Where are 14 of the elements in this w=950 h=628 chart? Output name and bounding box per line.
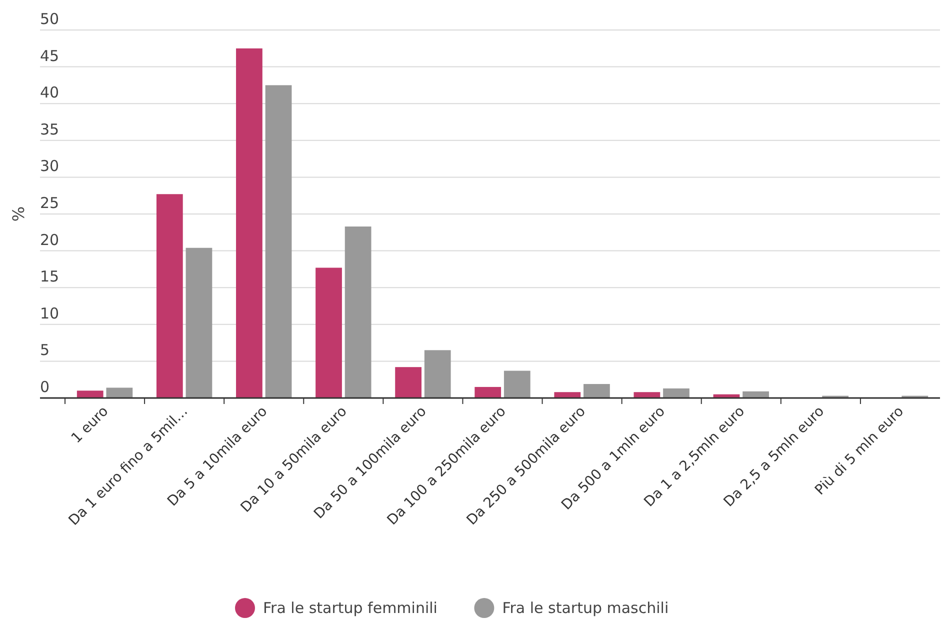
y-tick-label: 35 bbox=[40, 120, 60, 138]
y-tick-label: 40 bbox=[40, 84, 60, 102]
y-tick-label: 25 bbox=[40, 194, 60, 212]
y-axis-title: % bbox=[9, 206, 28, 222]
legend-label: Fra le startup femminili bbox=[263, 599, 438, 617]
y-tick-label: 20 bbox=[40, 230, 60, 249]
y-tick-label: 50 bbox=[40, 10, 60, 28]
y-tick-label: 45 bbox=[40, 46, 60, 65]
y-tick-label: 30 bbox=[40, 157, 60, 176]
y-tick-label: 0 bbox=[40, 378, 50, 396]
legend-label: Fra le startup maschili bbox=[502, 599, 669, 617]
y-tick-label: 15 bbox=[40, 268, 60, 286]
y-tick-label: 5 bbox=[40, 341, 50, 360]
y-tick-label: 10 bbox=[40, 304, 60, 322]
